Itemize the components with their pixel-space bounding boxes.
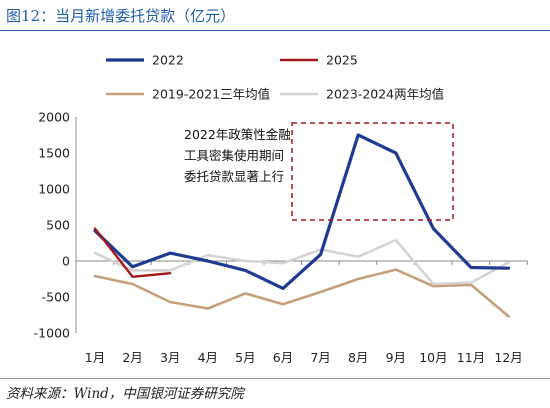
x-tick-label: 8月 (348, 350, 368, 365)
series-line-2022 (93, 133, 511, 290)
x-tick-label: 10月 (419, 350, 447, 365)
x-tick-label: 3月 (160, 350, 180, 365)
series-line-2025 (93, 227, 172, 278)
x-tick-label: 12月 (494, 350, 522, 365)
y-tick-label: 1000 (38, 182, 70, 197)
title-divider (0, 30, 550, 31)
x-tick-label: 5月 (235, 350, 255, 365)
line-chart: -1000 -500 0 500 1000 1500 2000 1月 2月 3月 4月 5月 6月 7月 8… (34, 53, 528, 365)
legend-label: 2023-2024两年均值 (326, 87, 444, 102)
chart-series (93, 133, 511, 318)
legend-label: 2019-2021三年均值 (152, 87, 270, 102)
footer-divider (0, 378, 550, 379)
x-tick-label: 11月 (457, 350, 485, 365)
y-tick-label: 500 (46, 218, 70, 233)
x-tick-label: 2月 (122, 350, 142, 365)
chart-title: 图12：当月新增委托贷款（亿元） (6, 7, 236, 25)
x-tick-label: 9月 (386, 350, 406, 365)
y-tick-label: 1500 (38, 146, 70, 161)
series-line-2023-2024两年均值 (93, 238, 510, 286)
legend-label: 2022 (152, 53, 184, 68)
legend-label: 2025 (326, 53, 358, 68)
y-tick-label: 0 (62, 254, 70, 269)
y-tick-label: -500 (42, 290, 70, 305)
source-note: 资料来源：Wind，中国银河证券研究院 (6, 386, 244, 402)
chart-legend: 2022 2025 2019-2021三年均值 2023-2024两年均值 (106, 53, 444, 102)
series-line-2019-2021三年均值 (93, 268, 510, 318)
x-tick-label: 7月 (310, 350, 330, 365)
annotation-text: 2022年政策性金融工具密集使用期间委托贷款显著上行 (184, 127, 291, 184)
x-tick-label: 6月 (273, 350, 293, 365)
x-tick-label: 4月 (198, 350, 218, 365)
x-tick-label: 1月 (85, 350, 105, 365)
y-tick-label: 2000 (38, 110, 70, 125)
annotation-box (291, 122, 454, 221)
y-tick-label: -1000 (34, 326, 70, 341)
